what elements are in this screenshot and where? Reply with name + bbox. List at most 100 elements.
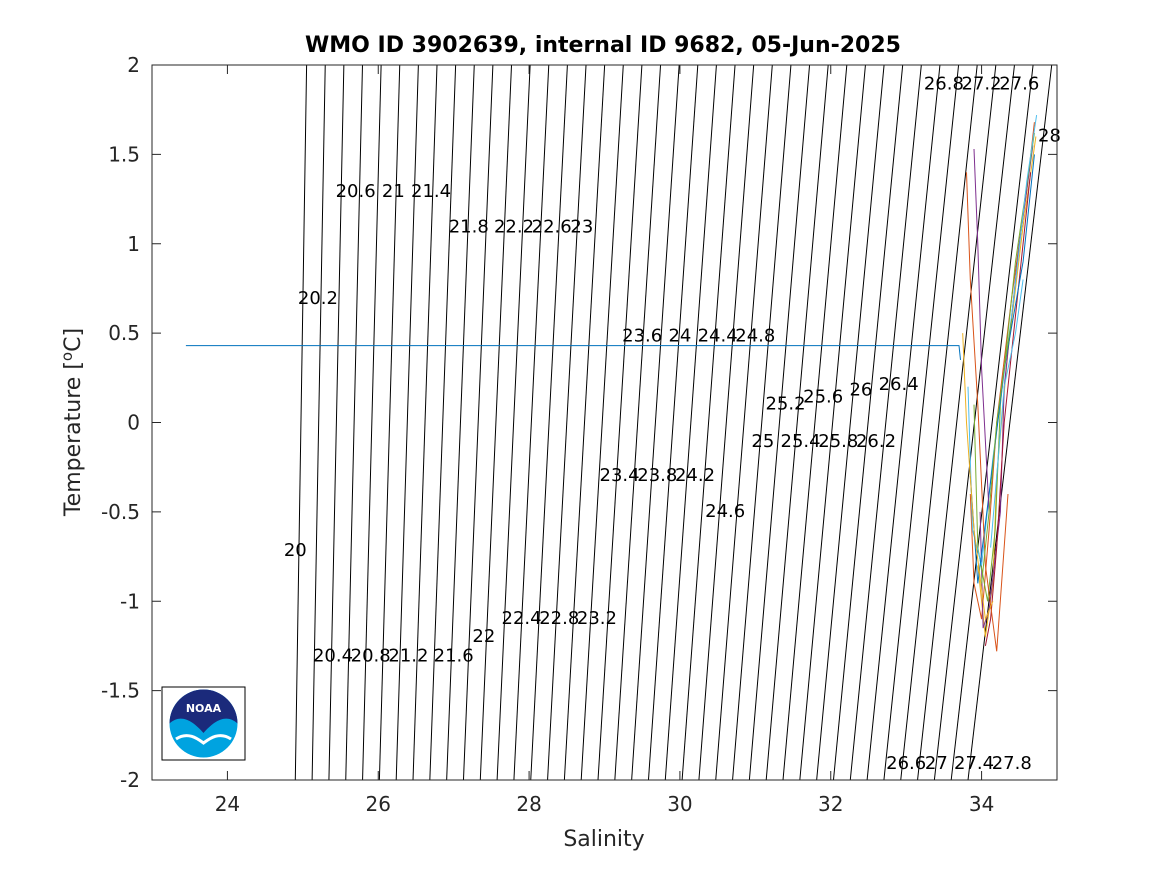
contour-label: 26.4 xyxy=(879,374,919,395)
contour-label: 27 xyxy=(925,753,948,774)
y-tick-label: 0.5 xyxy=(108,321,140,345)
density-contour-25 xyxy=(715,65,773,780)
density-contour-22.8 xyxy=(530,65,568,780)
contour-label: 25.4 xyxy=(781,431,821,452)
profile-line-5 xyxy=(967,115,1038,566)
density-contour-26.2 xyxy=(816,65,885,780)
contour-label: 27.6 xyxy=(999,74,1039,95)
density-contour-26 xyxy=(799,65,866,780)
density-contour-24.8 xyxy=(698,65,755,780)
contour-label: 21.6 xyxy=(434,646,474,667)
density-contour-26.4 xyxy=(832,65,904,780)
profile-line-10 xyxy=(973,148,990,512)
contour-label: 22.4 xyxy=(502,608,542,629)
x-tick-label: 34 xyxy=(969,792,994,816)
contour-label: 20.6 xyxy=(336,181,376,202)
contour-label: 22.6 xyxy=(532,217,572,238)
profile-line-12 xyxy=(990,279,1024,548)
contour-label: 25 xyxy=(751,431,774,452)
x-tick-label: 24 xyxy=(215,792,240,816)
density-contour-27.4 xyxy=(917,65,997,780)
contour-label: 22 xyxy=(472,626,495,647)
contour-label: 22.8 xyxy=(539,608,579,629)
density-contour-23.6 xyxy=(597,65,643,780)
profile-lines xyxy=(185,115,1038,652)
y-tick-label: -0.5 xyxy=(101,500,140,524)
density-contour-22.4 xyxy=(496,65,531,780)
density-contour-27 xyxy=(883,65,960,780)
density-contour-25.2 xyxy=(732,65,792,780)
contour-label: 20.4 xyxy=(313,646,353,667)
density-contour-21.2 xyxy=(395,65,419,780)
profile-line-6 xyxy=(984,172,1032,646)
contour-label: 27.8 xyxy=(992,753,1032,774)
density-contour-24.6 xyxy=(681,65,736,780)
density-contour-25.4 xyxy=(748,65,811,780)
contour-label: 23.2 xyxy=(577,608,617,629)
contour-label: 23.4 xyxy=(600,465,640,486)
contour-label: 23.6 xyxy=(622,326,662,347)
contour-label: 20 xyxy=(284,540,307,561)
density-contour-20.8 xyxy=(362,65,382,780)
chart-title: WMO ID 3902639, internal ID 9682, 05-Jun… xyxy=(305,33,901,58)
density-contour-20 xyxy=(294,65,308,780)
profile-line-4 xyxy=(973,132,1035,602)
profile-line-11 xyxy=(981,318,1013,584)
contour-label: 27.4 xyxy=(954,753,994,774)
contour-label: 24.6 xyxy=(705,501,745,522)
contour-label: 26 xyxy=(849,379,872,400)
contour-label: 21 xyxy=(382,181,405,202)
y-tick-label: -1.5 xyxy=(101,679,140,703)
contour-label: 22.2 xyxy=(494,217,534,238)
density-contour-22.2 xyxy=(479,65,513,780)
density-contour-21 xyxy=(378,65,401,780)
density-contour-24.4 xyxy=(664,65,717,780)
density-contour-20.4 xyxy=(328,65,345,780)
density-contour-26.6 xyxy=(849,65,922,780)
contour-labels: 20 20.2 20.4 20.6 20.8 21 21.2 21.4 21.6 21.8 22 22… xyxy=(284,74,1061,774)
contour-label: 25.8 xyxy=(818,431,858,452)
density-contour-25.6 xyxy=(765,65,829,780)
x-tick-label: 32 xyxy=(818,792,843,816)
contour-label: 20.2 xyxy=(298,288,338,309)
contour-label: 24.2 xyxy=(675,465,715,486)
density-contours xyxy=(294,65,1053,780)
x-tick-label: 28 xyxy=(516,792,541,816)
density-contour-23.4 xyxy=(580,65,624,780)
profile-line-9 xyxy=(962,333,994,622)
profile-line-3 xyxy=(979,145,1034,629)
x-tick-label: 26 xyxy=(366,792,391,816)
y-axis-label: Temperature [oC] xyxy=(58,328,86,517)
density-contour-25.8 xyxy=(782,65,848,780)
contour-label: 23 xyxy=(570,217,593,238)
y-tick-label: 1 xyxy=(127,232,140,256)
y-tick-label: 0 xyxy=(127,411,140,435)
density-contour-23.2 xyxy=(563,65,606,780)
density-contour-22.6 xyxy=(513,65,550,780)
density-contour-20.2 xyxy=(311,65,326,780)
contour-label: 24.8 xyxy=(735,326,775,347)
contour-label: 24.4 xyxy=(698,326,738,347)
x-axis-label: Salinity xyxy=(563,827,644,852)
contour-label: 24 xyxy=(668,326,691,347)
density-contour-20.6 xyxy=(345,65,363,780)
density-contour-27.2 xyxy=(900,65,978,780)
density-contour-28 xyxy=(967,65,1053,780)
contour-label: 21.2 xyxy=(388,646,428,667)
y-axis-ticks: -2 -1.5 -1 -0.5 0 0.5 1 1.5 2 xyxy=(101,53,1057,792)
profile-line-7 xyxy=(969,154,1035,584)
noaa-logo: NOAA xyxy=(161,686,246,761)
contour-label: 26.6 xyxy=(886,753,926,774)
x-tick-label: 30 xyxy=(667,792,692,816)
density-contour-21.8 xyxy=(446,65,475,780)
y-tick-label: -1 xyxy=(120,589,140,613)
noaa-logo-text: NOAA xyxy=(186,702,222,715)
contour-label: 27.2 xyxy=(962,74,1002,95)
density-contour-23 xyxy=(547,65,587,780)
density-contour-22 xyxy=(462,65,494,780)
density-contour-27.8 xyxy=(950,65,1034,780)
contour-label: 28 xyxy=(1038,126,1061,147)
density-contour-26.8 xyxy=(866,65,941,780)
profile-line-8 xyxy=(966,172,1009,652)
